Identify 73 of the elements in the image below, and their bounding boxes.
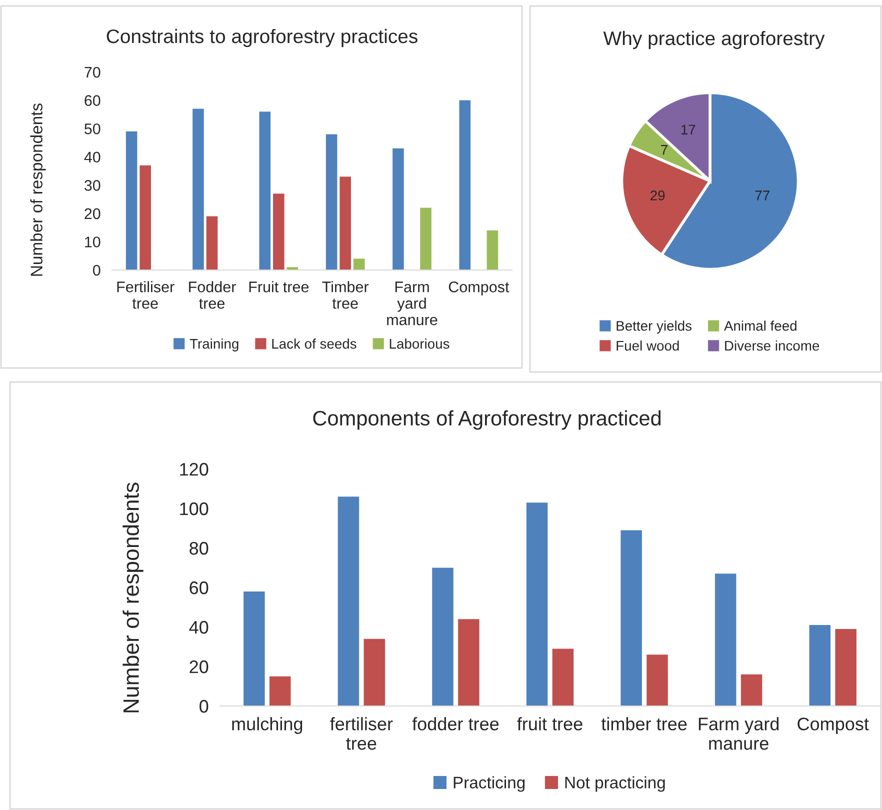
y-tick-label: 60 [190,581,208,594]
y-tick-label: 70 [84,66,100,78]
y-tick-label: 10 [85,236,100,248]
x-tick-label: Compost [448,282,510,296]
legend-label: Better yields [616,320,692,334]
y-tick-label: 0 [92,264,100,276]
bar [552,648,574,706]
bar [140,165,151,270]
data-label: 29 [650,190,665,200]
bar [714,574,736,706]
bar [206,216,218,270]
bar [273,194,284,270]
bar [364,638,386,706]
bar [259,112,271,270]
x-tick-label: fodder tree [412,717,499,730]
bar [126,131,138,270]
legend-label: Diverse income [725,340,820,351]
x-tick-label: Fruit tree [249,281,309,292]
bar [835,628,856,706]
x-tick-label: Compost [798,718,869,734]
y-tick-label: 20 [84,208,100,220]
y-tick-label: 100 [180,502,208,516]
y-tick-label: 40 [84,152,100,163]
bar [392,148,404,270]
legend-label: Not practicing [565,776,665,792]
bar [646,654,668,706]
x-tick-label: timber tree [601,717,687,730]
y-tick-label: 40 [189,620,208,634]
bar [269,676,291,706]
bar [244,591,265,706]
data-label: 17 [681,124,696,134]
legend-label: Practicing [454,776,525,792]
bar [432,568,454,706]
x-tick-label: Fertiliser tree [117,281,174,309]
y-tick-label: 80 [190,542,208,555]
bar [526,502,548,706]
bar [740,674,762,706]
bar [192,108,204,270]
x-tick-label: fertiliser tree [330,717,393,750]
y-tick-label: 60 [84,95,100,106]
x-tick-label: Fodder tree [189,281,236,309]
data-label: 7 [661,145,668,155]
legend-label: Lack of seeds [272,338,356,349]
chart-title: Constraints to agroforestry practices [106,28,418,48]
legend-label: Animal feed [724,320,796,331]
chart-title: Components of Agroforestry practiced [313,410,661,430]
legend-label: Laborious [390,338,450,349]
bar [486,230,498,270]
y-tick-label: 30 [84,180,100,191]
x-tick-label: mulching [232,717,302,734]
bar [809,625,831,706]
x-tick-label: Farm yard manure [698,717,779,750]
y-tick-label: 0 [200,700,208,713]
bar [459,100,471,270]
data-label: 77 [755,190,770,200]
bar [420,208,432,270]
y-axis-title: Number of respondents [30,104,46,276]
bar [340,176,351,270]
x-tick-label: Farm yard manure [387,282,438,326]
y-tick-label: 20 [190,660,208,674]
y-tick-label: 50 [84,123,100,134]
bar [620,530,642,706]
y-tick-label: 120 [180,462,208,476]
bar [458,619,480,706]
legend-label: Training [190,338,238,352]
bar [338,496,360,706]
bar [326,134,338,270]
y-axis-title: Number of respondents [122,482,144,712]
legend-label: Fuel wood [616,340,679,351]
bar [353,258,365,270]
chart-title: Why practice agroforestry [603,30,825,50]
x-tick-label: fruit tree [517,717,582,730]
x-tick-label: Timber tree [322,281,369,309]
